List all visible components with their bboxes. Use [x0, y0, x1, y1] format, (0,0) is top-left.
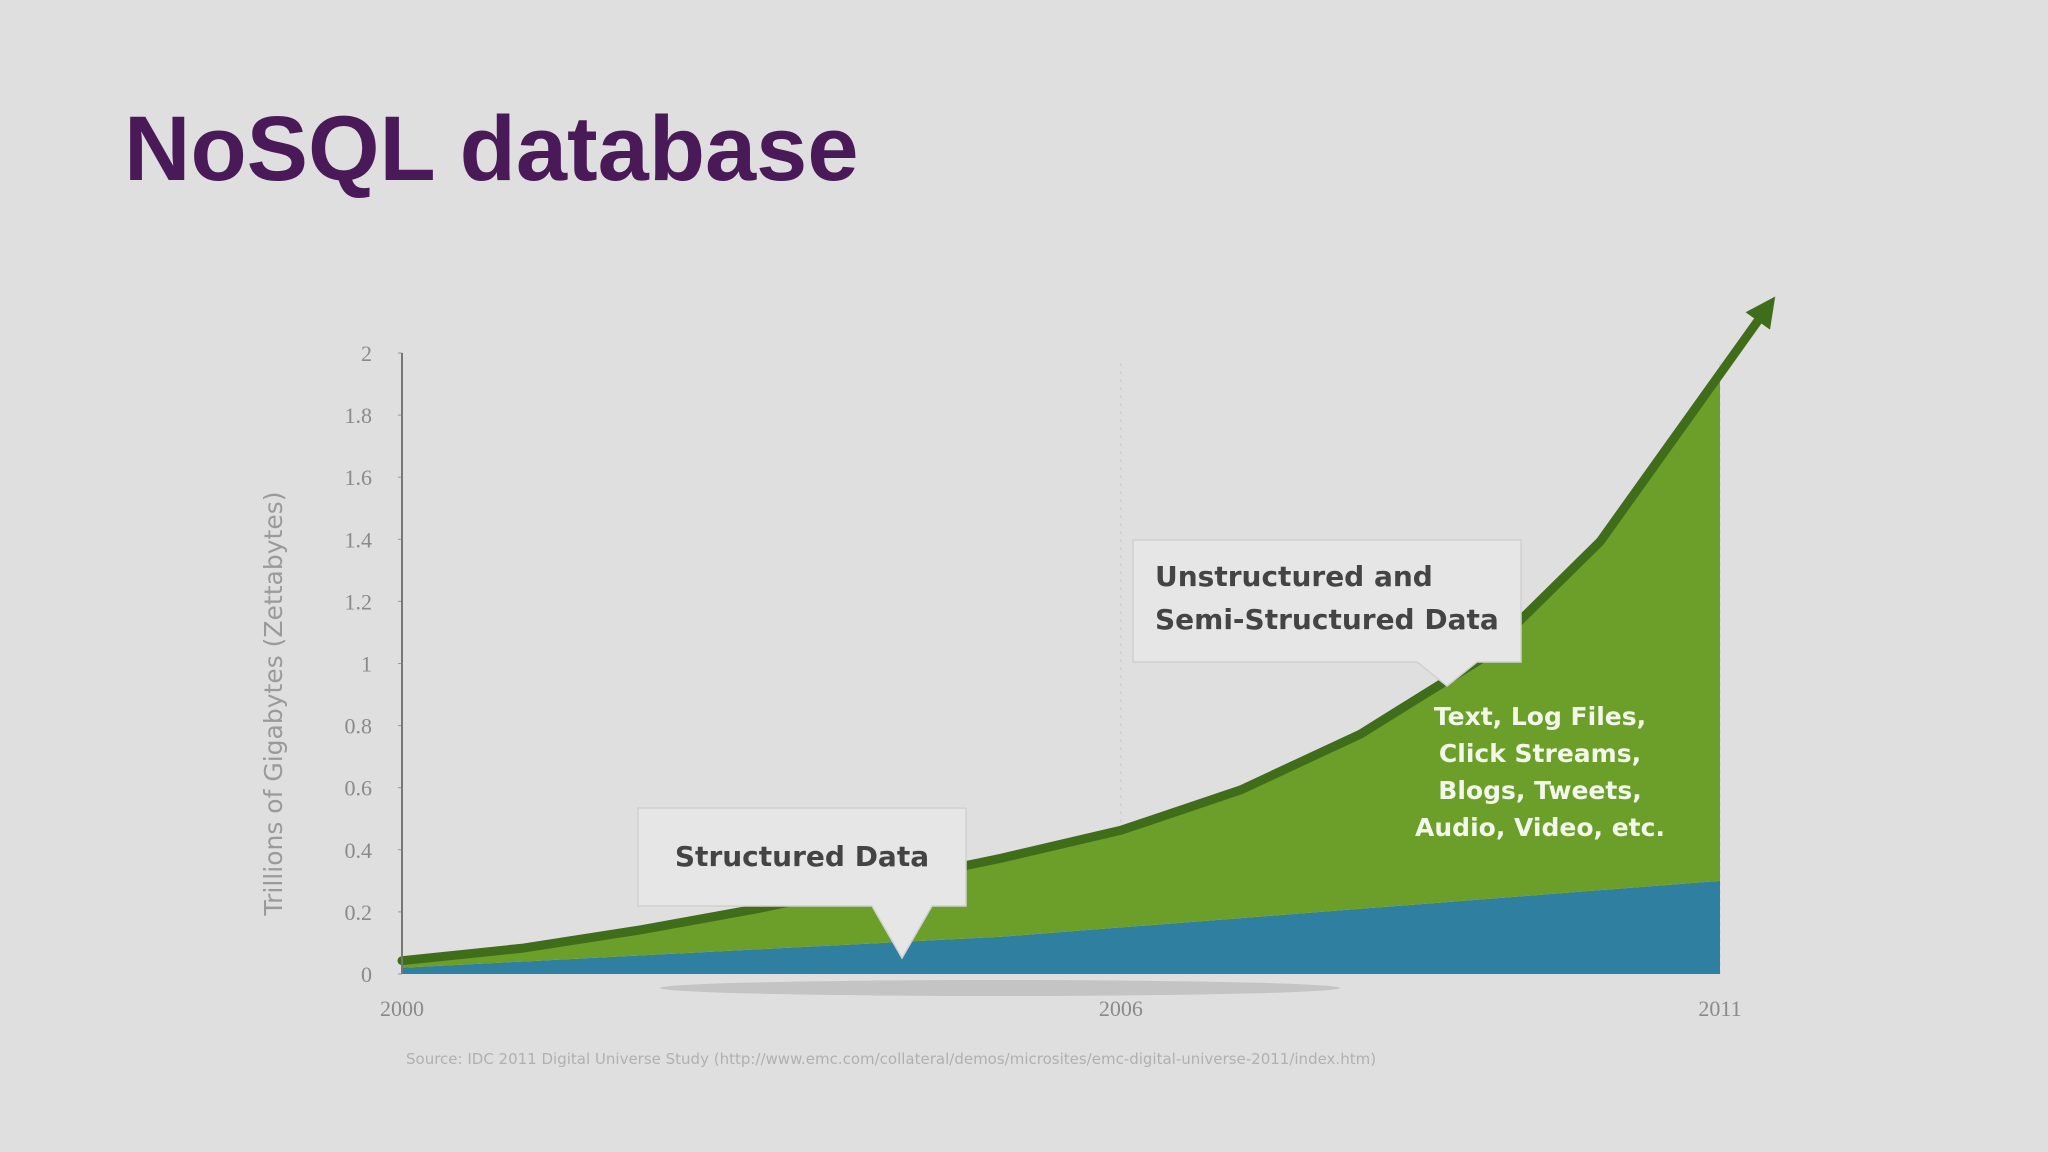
y-tick-label: 1.8: [345, 403, 373, 428]
annotation: Click Streams,: [1439, 739, 1641, 768]
annotation: Blogs, Tweets,: [1438, 776, 1641, 805]
y-tick-label: 0: [361, 962, 372, 987]
y-tick-label: 0.4: [345, 838, 373, 863]
annotation: Audio, Video, etc.: [1415, 813, 1665, 842]
area: [402, 377, 1720, 968]
y-tick-label: 0.6: [345, 776, 373, 801]
annotation: Text, Log Files,: [1434, 702, 1646, 731]
callout-text: Unstructured and: [1155, 560, 1433, 593]
callout-text: Semi-Structured Data: [1155, 603, 1499, 636]
trend-arrowhead: [1745, 296, 1776, 330]
area: [402, 880, 1720, 974]
y-tick-label: 1.2: [345, 589, 373, 614]
shadow: [660, 980, 1340, 996]
slide-title: NoSQL database: [124, 98, 859, 200]
callout-box: [637, 807, 967, 960]
x-tick-label: 2000: [380, 996, 424, 1021]
x-tick-label: 2011: [1698, 996, 1741, 1021]
callout-box: [1132, 539, 1522, 687]
y-axis-label: Trillions of Gigabytes (Zettabytes): [259, 492, 288, 917]
y-tick-label: 0.8: [345, 714, 373, 739]
x-tick-label: 2006: [1099, 996, 1143, 1021]
y-tick-label: 1.4: [345, 527, 373, 552]
y-tick-label: 1.6: [345, 465, 373, 490]
y-tick-label: 1: [361, 652, 372, 677]
y-tick-label: 0.2: [345, 900, 373, 925]
chart: 0 0.2 0.4 0.6 0.8 1 1.2 1.4 1.6 1.8 2 2000 2006 2011 T…: [259, 296, 1776, 1068]
source-note: Source: IDC 2011 Digital Universe Study …: [406, 1050, 1376, 1068]
callout-text: Structured Data: [675, 840, 929, 873]
y-tick-label: 2: [361, 341, 372, 366]
trend-line: [397, 308, 1769, 966]
